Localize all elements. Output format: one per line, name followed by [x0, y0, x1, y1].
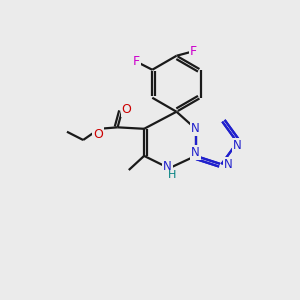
- Text: F: F: [133, 55, 140, 68]
- Text: N: N: [224, 158, 232, 171]
- Text: N: N: [233, 140, 242, 152]
- Text: N: N: [191, 146, 200, 159]
- Text: O: O: [122, 103, 131, 116]
- Text: O: O: [93, 128, 103, 141]
- Text: N: N: [191, 122, 200, 135]
- Text: N: N: [163, 160, 172, 173]
- Text: F: F: [190, 45, 197, 58]
- Text: H: H: [168, 170, 176, 180]
